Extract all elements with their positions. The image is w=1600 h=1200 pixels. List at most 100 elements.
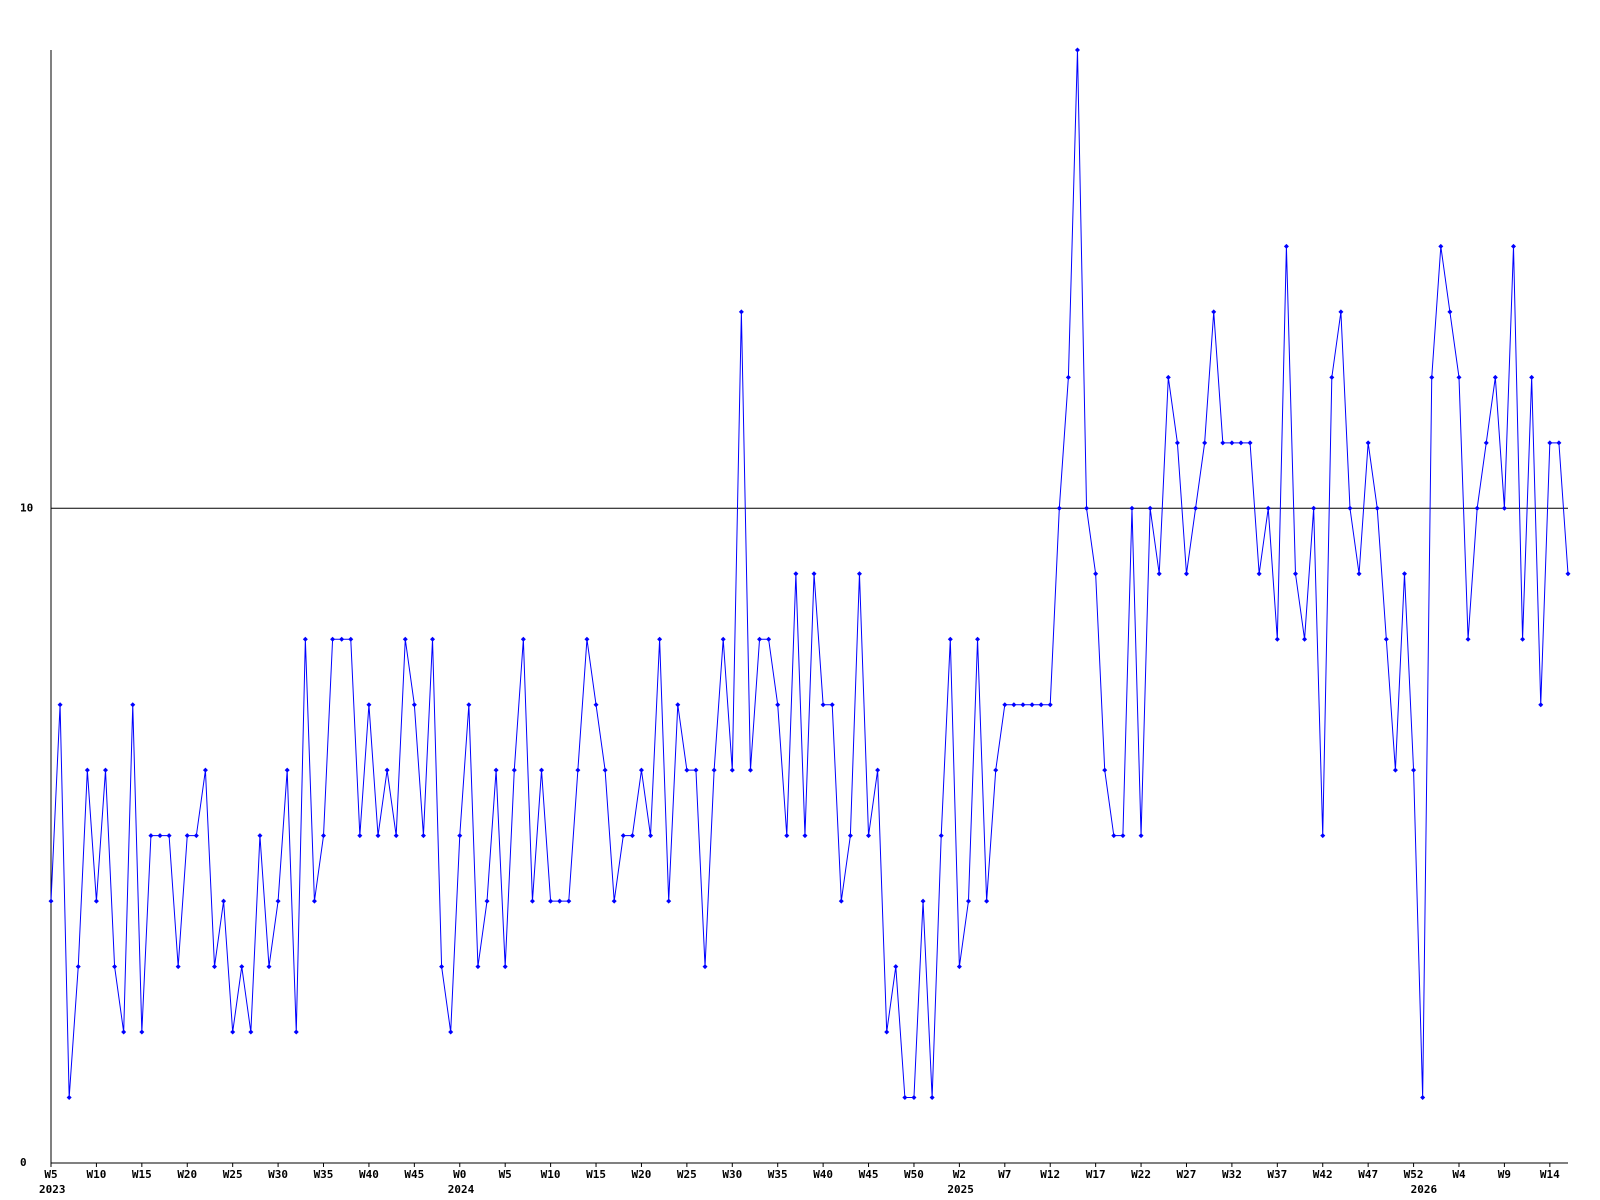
data-point: [1174, 440, 1180, 446]
x-tick-label: W10: [541, 1168, 561, 1181]
data-point: [212, 964, 218, 970]
data-point: [1029, 702, 1035, 708]
data-point: [1120, 833, 1126, 839]
data-point: [57, 702, 63, 708]
data-point: [1538, 702, 1544, 708]
data-point: [1556, 440, 1562, 446]
x-tick-label: W17: [1086, 1168, 1106, 1181]
data-point: [984, 898, 990, 904]
data-point: [1474, 505, 1480, 511]
data-point: [1138, 833, 1144, 839]
data-point: [575, 767, 581, 773]
data-point: [1102, 767, 1108, 773]
x-tick-label: W22: [1131, 1168, 1151, 1181]
data-point: [357, 833, 363, 839]
data-point: [248, 1029, 254, 1035]
data-point: [457, 833, 463, 839]
x-tick-label: W35: [314, 1168, 334, 1181]
x-tick-label: W2: [953, 1168, 966, 1181]
data-point: [856, 571, 862, 577]
data-point: [202, 767, 208, 773]
data-point: [1465, 636, 1471, 642]
data-point: [1356, 571, 1362, 577]
data-point: [375, 833, 381, 839]
data-point: [1011, 702, 1017, 708]
data-point: [1065, 374, 1071, 380]
data-point: [675, 702, 681, 708]
data-point: [793, 571, 799, 577]
data-point: [175, 964, 181, 970]
data-point: [1038, 702, 1044, 708]
data-point: [103, 767, 109, 773]
data-point: [48, 898, 54, 904]
x-tick-label: W15: [132, 1168, 152, 1181]
data-point: [620, 833, 626, 839]
data-point: [684, 767, 690, 773]
data-point: [1292, 571, 1298, 577]
data-point: [157, 833, 163, 839]
x-tick-label: W5: [499, 1168, 512, 1181]
data-point: [593, 702, 599, 708]
data-point: [993, 767, 999, 773]
data-point: [502, 964, 508, 970]
data-point: [1111, 833, 1117, 839]
x-tick-label: W25: [677, 1168, 697, 1181]
data-point: [1429, 374, 1435, 380]
data-point: [1002, 702, 1008, 708]
data-point: [1247, 440, 1253, 446]
data-point: [448, 1029, 454, 1035]
data-point: [1093, 571, 1099, 577]
data-point: [784, 833, 790, 839]
data-point: [484, 898, 490, 904]
data-point: [1256, 571, 1262, 577]
data-point: [1020, 702, 1026, 708]
data-point: [902, 1095, 908, 1101]
data-point: [402, 636, 408, 642]
data-point: [1265, 505, 1271, 511]
data-point: [1047, 702, 1053, 708]
x-tick-label: W0: [453, 1168, 466, 1181]
data-point: [548, 898, 554, 904]
y-tick-label: 0: [20, 1156, 27, 1169]
data-point: [1220, 440, 1226, 446]
data-point: [1183, 571, 1189, 577]
data-point: [838, 898, 844, 904]
data-point: [1074, 47, 1080, 53]
data-point: [875, 767, 881, 773]
data-point: [1529, 374, 1535, 380]
x-tick-label: W4: [1452, 1168, 1466, 1181]
x-tick-label: W47: [1358, 1168, 1378, 1181]
x-tick-label: W40: [813, 1168, 833, 1181]
data-point: [1211, 309, 1217, 315]
data-point: [1229, 440, 1235, 446]
data-point: [1056, 505, 1062, 511]
data-point: [302, 636, 308, 642]
data-point: [130, 702, 136, 708]
data-point: [866, 833, 872, 839]
data-point: [257, 833, 263, 839]
data-point: [1156, 571, 1162, 577]
data-point: [539, 767, 545, 773]
data-point: [720, 636, 726, 642]
data-point: [884, 1029, 890, 1035]
x-tick-label: W7: [998, 1168, 1011, 1181]
data-point: [93, 898, 99, 904]
x-tick-label: W10: [86, 1168, 106, 1181]
data-point: [1483, 440, 1489, 446]
data-point: [747, 767, 753, 773]
data-point: [293, 1029, 299, 1035]
data-point: [284, 767, 290, 773]
data-point: [557, 898, 563, 904]
data-point: [1420, 1095, 1426, 1101]
data-point: [1283, 243, 1289, 249]
data-point: [275, 898, 281, 904]
x-tick-label: W20: [177, 1168, 197, 1181]
data-point: [965, 898, 971, 904]
data-point: [638, 767, 644, 773]
x-tick-label: W50: [904, 1168, 924, 1181]
data-point: [893, 964, 899, 970]
x-tick-label: W25: [223, 1168, 243, 1181]
data-point: [330, 636, 336, 642]
data-point: [475, 964, 481, 970]
data-point: [139, 1029, 145, 1035]
